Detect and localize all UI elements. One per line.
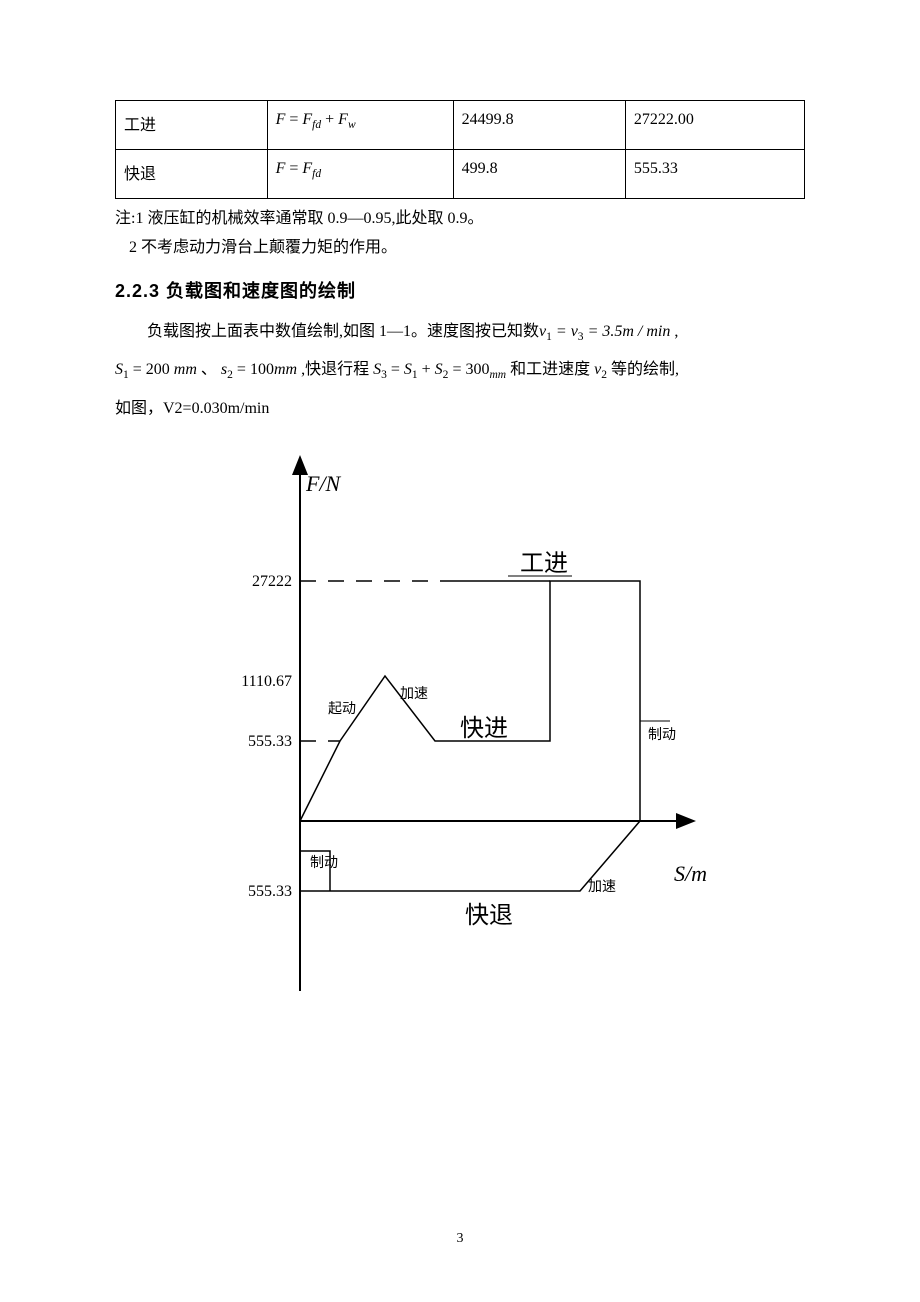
cell-val1: 499.8 xyxy=(453,150,625,199)
svg-text:加速: 加速 xyxy=(400,686,428,702)
svg-text:起动: 起动 xyxy=(328,701,356,717)
svg-text:S/m: S/m xyxy=(674,861,707,886)
paragraph-3: 如图，V2=0.030m/min xyxy=(115,390,805,428)
paragraph-1: 负载图按上面表中数值绘制,如图 1—1。速度图按已知数v1 = v3 = 3.5… xyxy=(115,313,805,352)
table-row: 快退 F = Ffd 499.8 555.33 xyxy=(116,150,805,199)
p1-tail: , xyxy=(670,323,678,340)
svg-text:制动: 制动 xyxy=(310,855,338,871)
svg-text:555.33: 555.33 xyxy=(248,733,292,750)
data-table: 工进 F = Ffd + Fw 24499.8 27222.00 快退 F = … xyxy=(115,100,805,199)
svg-text:27222: 27222 xyxy=(252,573,292,590)
table-row: 工进 F = Ffd + Fw 24499.8 27222.00 xyxy=(116,101,805,150)
svg-text:加速: 加速 xyxy=(588,879,616,895)
svg-text:制动: 制动 xyxy=(648,727,676,743)
note-1: 注:1 液压缸的机械效率通常取 0.9—0.95,此处取 0.9。 xyxy=(115,205,805,234)
section-heading: 2.2.3 负载图和速度图的绘制 xyxy=(115,277,805,303)
cell-formula: F = Ffd xyxy=(267,150,453,199)
p2-tail: 等的绘制, xyxy=(607,361,679,378)
paragraph-2: S1 = 200 mm 、 s2 = 100mm ,快退行程 S3 = S1 +… xyxy=(115,351,805,390)
cell-val2: 27222.00 xyxy=(625,101,804,150)
p1-mid: = v xyxy=(552,323,578,340)
svg-text:555.33: 555.33 xyxy=(248,883,292,900)
p2-submm: mm xyxy=(489,370,506,382)
note-2: 2 不考虑动力滑台上颠覆力矩的作用。 xyxy=(129,234,805,263)
svg-text:快进: 快进 xyxy=(460,715,508,742)
cell-val1: 24499.8 xyxy=(453,101,625,150)
cell-label: 快退 xyxy=(116,150,268,199)
cell-val2: 555.33 xyxy=(625,150,804,199)
p1-rhs: = 3.5m / min xyxy=(584,323,671,340)
svg-text:F/N: F/N xyxy=(305,471,342,496)
notes: 注:1 液压缸的机械效率通常取 0.9—0.95,此处取 0.9。 2 不考虑动… xyxy=(115,205,805,263)
svg-text:快退: 快退 xyxy=(465,902,513,929)
load-diagram-svg: F/NS/m272221110.67555.33555.33工进快进快退起动加速… xyxy=(210,451,710,1011)
page-number: 3 xyxy=(0,1231,920,1247)
svg-text:工进: 工进 xyxy=(520,551,568,577)
p2-mid: 和工进速度 xyxy=(506,361,594,378)
cell-formula: F = Ffd + Fw xyxy=(267,101,453,150)
p1-pre: 负载图按上面表中数值绘制,如图 1—1。速度图按已知数 xyxy=(147,323,539,340)
cell-label: 工进 xyxy=(116,101,268,150)
svg-text:1110.67: 1110.67 xyxy=(241,673,292,690)
load-diagram: F/NS/m272221110.67555.33555.33工进快进快退起动加速… xyxy=(115,451,805,1011)
